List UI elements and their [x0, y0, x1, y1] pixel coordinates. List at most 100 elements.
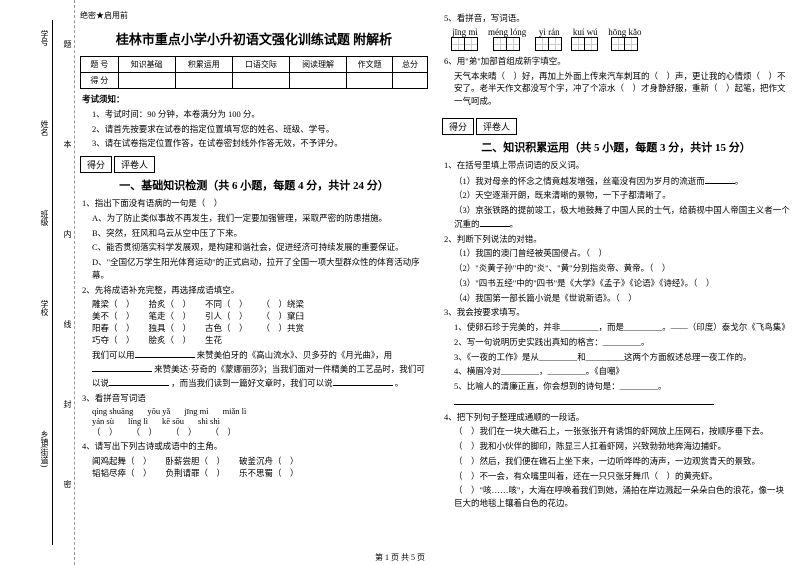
- p2q2-stem: 2、判断下列说法的对错。: [444, 233, 790, 246]
- py: kē sōu: [162, 416, 184, 426]
- py-group: jīng mì: [452, 27, 478, 53]
- t: 来赞美伯牙的《高山流水》、贝多芬的《月光曲》，用: [197, 350, 393, 360]
- td: 得 分: [81, 73, 119, 89]
- blank[interactable]: [480, 217, 510, 227]
- td[interactable]: [175, 73, 232, 89]
- blank[interactable]: [135, 348, 195, 358]
- score-table: 题 号 知识基础 积累运用 口语交际 阅读理解 作文题 总分 得 分: [80, 56, 428, 89]
- seal-mark: 线: [62, 320, 73, 328]
- th: 口语交际: [232, 57, 289, 73]
- p2q4-l: （ ）不一会，有众嘴里叫着，还在一只只张牙舞爪（ ）的黄壳虾。: [454, 470, 790, 483]
- blank[interactable]: [705, 174, 735, 184]
- q1-d: D、"全国亿万学生阳光体育运动"的正式启动，拉开了全国一项大型群众性的体育活动序…: [92, 256, 428, 282]
- blank[interactable]: [109, 376, 169, 386]
- field-name: 姓名: [38, 120, 50, 136]
- q3-row: qíng shuāng yōu yǎ jīng mì miǎn lì: [92, 406, 428, 416]
- score-label: 得分: [80, 156, 112, 173]
- blank[interactable]: [333, 376, 393, 386]
- blank[interactable]: [92, 362, 152, 372]
- p2q1-b: （2）天空逐渐开朗，既来清晰的景物，一下子都清晰了。: [454, 189, 790, 202]
- py: miǎn lì: [223, 406, 247, 416]
- py-group: kuí wú: [572, 27, 598, 53]
- td[interactable]: [118, 73, 175, 89]
- field-class: 班级: [38, 210, 50, 226]
- item: 阳春（ ）: [92, 322, 135, 334]
- item: 引人（ ）: [205, 310, 248, 322]
- score-mini: 得分评卷人: [80, 156, 428, 173]
- q5-grid: jīng mì méng lóng yì rán kuí wú hōng kǎo: [452, 27, 790, 53]
- py: kuí wú: [572, 27, 598, 37]
- item: 美不（ ）: [92, 310, 135, 322]
- py: hōng kǎo: [608, 27, 641, 37]
- td[interactable]: [347, 73, 393, 89]
- py-group: méng lóng: [488, 27, 526, 53]
- blank[interactable]: （ ）: [132, 426, 158, 438]
- p2q4-l: （ ）我们在一块大礁石上，一张张张开有诱饵的虾网放上压网石，按顺序垂下去。: [454, 425, 790, 438]
- blank-line[interactable]: [454, 395, 790, 409]
- py: méng lóng: [488, 27, 526, 37]
- seal-mark: 内: [62, 230, 73, 238]
- q2-row: 雕梁（ ） 拾炙（ ） 不同（ ） （ ）绕梁: [92, 298, 428, 310]
- item: 生花: [205, 334, 222, 346]
- py: líng lì: [128, 416, 148, 426]
- t: 我们可以用: [92, 350, 135, 360]
- td[interactable]: [232, 73, 289, 89]
- t: ，而当我们读到一篇好文章时，我们可以说: [171, 378, 333, 388]
- binding-sidebar: 学号 姓名 班级 学校 乡镇(街道) 题 本 内 线 封 密: [0, 0, 75, 565]
- tian-box[interactable]: [452, 37, 478, 51]
- th: 作文题: [347, 57, 393, 73]
- q4-row: 闻鸡起舞（ ） 卧薪尝胆（ ） 破釜沉舟（ ）: [92, 455, 428, 467]
- p2q4-l: （ ）我和小伙伴的脚印，陈显三人扛着虾网，兴致勃勃地奔海边捕虾。: [454, 440, 790, 453]
- p2q3-b: 2、写一句说明历史实践出真知的格言：_________。: [454, 336, 790, 349]
- q3-row: yán sù líng lì kē sōu shì shì: [92, 416, 428, 426]
- p2q1-a: （1）我对母亲的怀念之情竟越发增强，丝毫没有因为岁月的流逝而。: [454, 174, 790, 188]
- th: 阅读理解: [290, 57, 347, 73]
- p2q1-c: （3）京张铁路的提前竣工，极大地鼓舞了中国人民的士气，给藐视中国人帝国主义者一个…: [454, 204, 790, 231]
- item: 乐不思蜀（ ）: [239, 467, 299, 479]
- q1-b: B、突然，狂风和乌云从空中压了下来。: [92, 227, 428, 240]
- td[interactable]: [290, 73, 347, 89]
- page-body: 绝密★启用前 桂林市重点小学小升初语文强化训练试题 附解析 题 号 知识基础 积…: [80, 10, 790, 550]
- py: yì rán: [536, 27, 562, 37]
- tian-box[interactable]: [494, 37, 520, 51]
- notice: 3、请在试卷指定位置作答，在试卷密封线外作答无效，不予评分。: [92, 137, 428, 150]
- item: 独具（ ）: [149, 322, 192, 334]
- q6-stem: 6、用"弟"加部首组成新字填空。: [444, 55, 790, 68]
- p2q3-d: 4、横眉冷对_________，_________。《自嘲》: [454, 365, 790, 378]
- py: yōu yǎ: [147, 406, 170, 416]
- tian-box[interactable]: [536, 37, 562, 51]
- item: 破釜沉舟（ ）: [239, 455, 299, 467]
- part2-title: 二、知识积累运用（共 5 小题，每题 3 分，共计 15 分）: [442, 139, 790, 155]
- item: 笔走（ ）: [149, 310, 192, 322]
- left-column: 绝密★启用前 桂林市重点小学小升初语文强化训练试题 附解析 题 号 知识基础 积…: [80, 10, 428, 550]
- blank[interactable]: （ ）: [171, 426, 197, 438]
- part1-title: 一、基础知识检测（共 6 小题，每题 4 分，共计 24 分）: [80, 177, 428, 193]
- th: 总分: [393, 57, 428, 73]
- py-group: yì rán: [536, 27, 562, 53]
- p2q4-l: （ ）然后，我们便在礁石上坐下来，一边听哗哗的涛声，一边观赏青天的景致。: [454, 455, 790, 468]
- blank[interactable]: （ ）: [211, 426, 237, 438]
- exam-title: 桂林市重点小学小升初语文强化训练试题 附解析: [80, 29, 428, 48]
- q2-stem: 2、先将成语补充完整，再选择成语填空。: [82, 284, 428, 297]
- tian-box[interactable]: [572, 37, 598, 51]
- td[interactable]: [393, 73, 428, 89]
- p2q1-stem: 1、在括号里填上带点词语的反义词。: [444, 159, 790, 172]
- fill-line: [52, 20, 53, 545]
- q1-a: A、为了防止类似事故不再发生，我们一定要加强管理，采取严密的防患措施。: [92, 212, 428, 225]
- q4-stem: 4、请写出下列古诗或成语中的主角。: [82, 440, 428, 453]
- py-group: hōng kǎo: [608, 27, 641, 53]
- seal-mark: 题: [62, 40, 73, 48]
- page-footer: 第 1 页 共 5 页: [0, 552, 800, 563]
- q4-row: 韬韬尽瘁（ ） 负荆请罪（ ） 乐不思蜀（ ）: [92, 467, 428, 479]
- item: 雕梁（ ）: [92, 298, 135, 310]
- q1-c: C、能否贯彻落实科学发展观，是构建和谐社会，促进经济可持续发展的重要保证。: [92, 241, 428, 254]
- py: jīng mì: [184, 406, 208, 416]
- th: 题 号: [81, 57, 119, 73]
- tian-box[interactable]: [612, 37, 638, 51]
- p2q4-stem: 4、把下列句子整理成通顺的一段话。: [444, 411, 790, 424]
- field-town: 乡镇(街道): [38, 430, 50, 467]
- item: 卧薪尝胆（ ）: [166, 455, 226, 467]
- seal-mark: 密: [62, 480, 73, 488]
- grader-label: 评卷人: [114, 156, 155, 173]
- blank[interactable]: （ ）: [92, 426, 118, 438]
